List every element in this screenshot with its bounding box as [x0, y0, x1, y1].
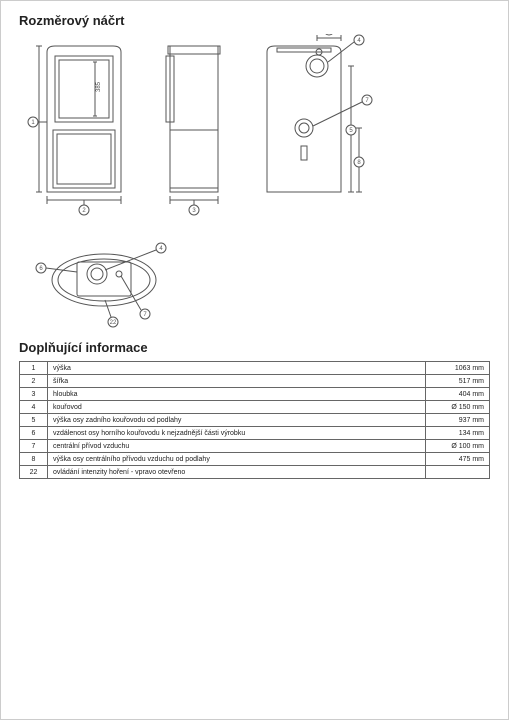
table-row: 4kouřovodØ 150 mm — [20, 401, 490, 414]
row-number: 2 — [20, 375, 48, 388]
row-number: 6 — [20, 427, 48, 440]
svg-text:3: 3 — [192, 208, 196, 214]
row-number: 7 — [20, 440, 48, 453]
row-value: 134 mm — [426, 427, 490, 440]
row-label: výška osy centrálního přívodu vzduchu od… — [48, 453, 426, 466]
row-number: 5 — [20, 414, 48, 427]
row-value: 475 mm — [426, 453, 490, 466]
info-section: Doplňující informace 1výška1063 mm2šířka… — [19, 340, 490, 479]
table-row: 2šířka517 mm — [20, 375, 490, 388]
row-number: 22 — [20, 466, 48, 479]
svg-text:1: 1 — [31, 120, 35, 126]
svg-text:4: 4 — [357, 38, 361, 44]
technical-drawings: 385 1 2 — [19, 34, 490, 334]
drawing-title: Rozměrový náčrt — [19, 13, 490, 28]
info-title: Doplňující informace — [19, 340, 490, 355]
row-value: Ø 100 mm — [426, 440, 490, 453]
table-row: 22ovládání intenzity hoření - vpravo ote… — [20, 466, 490, 479]
svg-text:7: 7 — [143, 312, 147, 318]
table-row: 7centrální přívod vzduchuØ 100 mm — [20, 440, 490, 453]
table-row: 8výška osy centrálního přívodu vzduchu o… — [20, 453, 490, 466]
row-value: 937 mm — [426, 414, 490, 427]
svg-text:7: 7 — [365, 98, 369, 104]
row-label: šířka — [48, 375, 426, 388]
row-number: 8 — [20, 453, 48, 466]
row-number: 4 — [20, 401, 48, 414]
row-label: ovládání intenzity hoření - vpravo otevř… — [48, 466, 426, 479]
row-value: 517 mm — [426, 375, 490, 388]
row-value: 1063 mm — [426, 362, 490, 375]
svg-text:2: 2 — [82, 208, 86, 214]
svg-text:4: 4 — [159, 246, 163, 252]
row-label: kouřovod — [48, 401, 426, 414]
row-label: hloubka — [48, 388, 426, 401]
table-row: 5výška osy zadního kouřovodu od podlahy9… — [20, 414, 490, 427]
drawing-section: Rozměrový náčrt 385 — [19, 13, 490, 334]
table-row: 1výška1063 mm — [20, 362, 490, 375]
row-number: 3 — [20, 388, 48, 401]
row-label: výška — [48, 362, 426, 375]
row-label: vzdálenost osy horního kouřovodu k nejza… — [48, 427, 426, 440]
svg-text:22: 22 — [110, 320, 117, 326]
row-value: Ø 150 mm — [426, 401, 490, 414]
table-row: 3hloubka404 mm — [20, 388, 490, 401]
row-number: 1 — [20, 362, 48, 375]
row-label: centrální přívod vzduchu — [48, 440, 426, 453]
row-label: výška osy zadního kouřovodu od podlahy — [48, 414, 426, 427]
dim-385: 385 — [96, 81, 102, 92]
svg-text:6: 6 — [39, 266, 43, 272]
info-table: 1výška1063 mm2šířka517 mm3hloubka404 mm4… — [19, 361, 490, 479]
table-row: 6vzdálenost osy horního kouřovodu k nejz… — [20, 427, 490, 440]
row-value: 404 mm — [426, 388, 490, 401]
row-value — [426, 466, 490, 479]
